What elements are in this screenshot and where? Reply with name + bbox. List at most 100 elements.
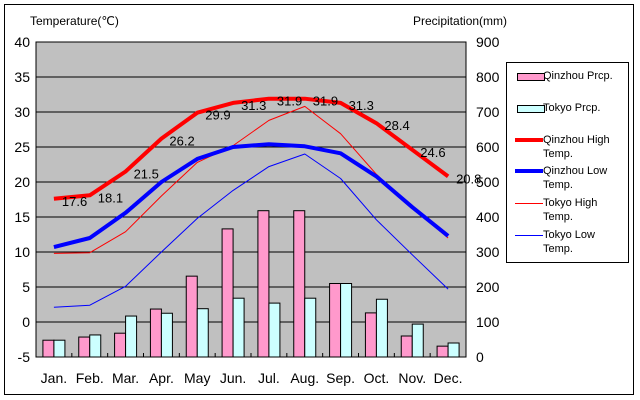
left-tick-label: 5 (22, 279, 30, 295)
bar-qinzhou-prcp-mar (114, 332, 127, 358)
bar-qinzhou-prcp-oct (364, 312, 377, 358)
right-tick-label: 800 (476, 69, 500, 85)
data-label-qinzhou-high: 18.1 (98, 190, 123, 205)
x-label: Mar. (112, 370, 139, 386)
bar-tokyo-prcp-oct (375, 298, 388, 358)
bar-qinzhou-prcp-jan (42, 339, 55, 358)
gridlines (36, 76, 466, 323)
bar-tokyo-prcp-jan (53, 339, 66, 358)
legend: Qinzhou Prcp. Tokyo Prcp. Qinzhou High Tem… (506, 62, 629, 263)
data-label-qinzhou-high: 17.6 (62, 194, 87, 209)
legend-label: Qinzhou High Temp. (543, 134, 610, 160)
x-label: Jun. (220, 370, 246, 386)
right-tick-label: 900 (476, 34, 500, 50)
x-label: Jan. (41, 370, 67, 386)
bar-qinzhou-prcp-aug (293, 210, 306, 358)
left-tick-label: 35 (14, 69, 30, 85)
data-labels: 17.6 18.1 21.5 26.2 29.9 31.3 31.9 31.9 31.3 28.4… (62, 94, 481, 209)
left-tick-label: 20 (14, 174, 30, 190)
bar-qinzhou-prcp-nov (400, 335, 413, 358)
left-tick-label: 0 (22, 314, 30, 330)
legend-label: Tokyo Low Temp. (543, 229, 595, 255)
legend-label: Qinzhou Low Temp. (543, 165, 608, 191)
x-label: Sep. (326, 370, 355, 386)
legend-swatch (515, 228, 543, 242)
data-label-qinzhou-high: 28.4 (384, 118, 409, 133)
right-axis-ticks: 900 800 700 600 500 400 300 200 100 0 (476, 34, 500, 365)
right-tick-label: 400 (476, 209, 500, 225)
bar-tokyo-prcp-dec (447, 342, 460, 358)
x-label: Jul. (258, 370, 280, 386)
right-tick-label: 300 (476, 244, 500, 260)
legend-item: Qinzhou High Temp. (515, 133, 627, 161)
data-label-qinzhou-high: 20.8 (456, 171, 481, 186)
bar-qinzhou-prcp-jul (257, 210, 270, 358)
line-qinzhou-low-temp (53, 142, 450, 250)
bar-tokyo-prcp-jul (268, 302, 281, 358)
right-tick-label: 0 (476, 349, 484, 365)
bar-qinzhou-prcp-jun (221, 228, 234, 358)
left-tick-label: 30 (14, 104, 30, 120)
legend-swatch (515, 164, 543, 178)
right-tick-label: 500 (476, 174, 500, 190)
right-tick-label: 600 (476, 139, 500, 155)
bar-qinzhou-prcp-sep (329, 283, 342, 358)
legend-swatch (515, 196, 543, 210)
data-label-qinzhou-high: 31.9 (277, 94, 302, 109)
bar-tokyo-prcp-sep (340, 283, 353, 358)
x-label: Feb. (76, 370, 104, 386)
chart-frame (4, 4, 634, 395)
line-tokyo-low-temp (53, 153, 449, 308)
temperature-lines (53, 96, 450, 308)
data-label-qinzhou-high: 31.3 (241, 98, 266, 113)
legend-item: Qinzhou Prcp. (515, 69, 627, 83)
bar-tokyo-prcp-nov (411, 323, 424, 358)
x-label: Aug. (290, 370, 319, 386)
x-label: May (184, 370, 210, 386)
bar-tokyo-prcp-feb (89, 334, 102, 358)
bar-tokyo-prcp-apr (160, 312, 173, 358)
legend-swatch (515, 101, 545, 115)
precipitation-bars (42, 210, 460, 358)
legend-swatch (515, 133, 543, 147)
bar-tokyo-prcp-mar (125, 315, 138, 358)
bar-tokyo-prcp-jun (232, 297, 245, 358)
bar-qinzhou-prcp-apr (149, 308, 162, 358)
data-label-qinzhou-high: 29.9 (205, 108, 230, 123)
left-axis-title: Temperature(℃) (30, 14, 119, 28)
legend-item: Tokyo High Temp. (515, 196, 627, 224)
left-tick-label: -5 (18, 349, 31, 365)
data-label-qinzhou-high: 24.6 (420, 145, 445, 160)
legend-label: Tokyo Prcp. (543, 102, 601, 114)
data-label-qinzhou-high: 21.5 (134, 167, 159, 182)
left-tick-label: 10 (14, 244, 30, 260)
right-tick-label: 100 (476, 314, 500, 330)
bar-tokyo-prcp-may (196, 308, 209, 358)
left-tick-label: 15 (14, 209, 30, 225)
left-tick-label: 40 (14, 34, 30, 50)
right-axis-title: Precipitation(mm) (413, 14, 507, 28)
line-qinzhou-high-temp (53, 96, 450, 201)
legend-label: Qinzhou Prcp. (543, 70, 613, 82)
right-tick-label: 200 (476, 279, 500, 295)
legend-swatch (515, 69, 545, 83)
bar-qinzhou-prcp-dec (436, 345, 449, 358)
left-axis-ticks: 40 35 30 25 20 15 10 5 0 -5 (14, 34, 30, 365)
legend-item: Tokyo Prcp. (515, 101, 627, 115)
x-axis-labels: Jan. Feb. Mar. Apr. May Jun. Jul. Aug. Sep. Oct. N… (41, 370, 463, 386)
plot-area (35, 41, 467, 358)
data-label-qinzhou-high: 31.9 (313, 94, 338, 109)
bar-qinzhou-prcp-feb (78, 336, 91, 358)
legend-item: Qinzhou Low Temp. (515, 164, 627, 192)
data-label-qinzhou-high: 26.2 (169, 134, 194, 149)
x-label: Oct. (364, 370, 390, 386)
x-axis-ticks (71, 353, 431, 357)
data-label-qinzhou-high: 31.3 (349, 98, 374, 113)
legend-label: Tokyo High Temp. (543, 197, 598, 223)
bar-qinzhou-prcp-may (185, 275, 198, 358)
x-label: Apr. (149, 370, 174, 386)
bar-tokyo-prcp-aug (304, 297, 317, 358)
legend-item: Tokyo Low Temp. (515, 228, 627, 256)
right-tick-label: 700 (476, 104, 500, 120)
